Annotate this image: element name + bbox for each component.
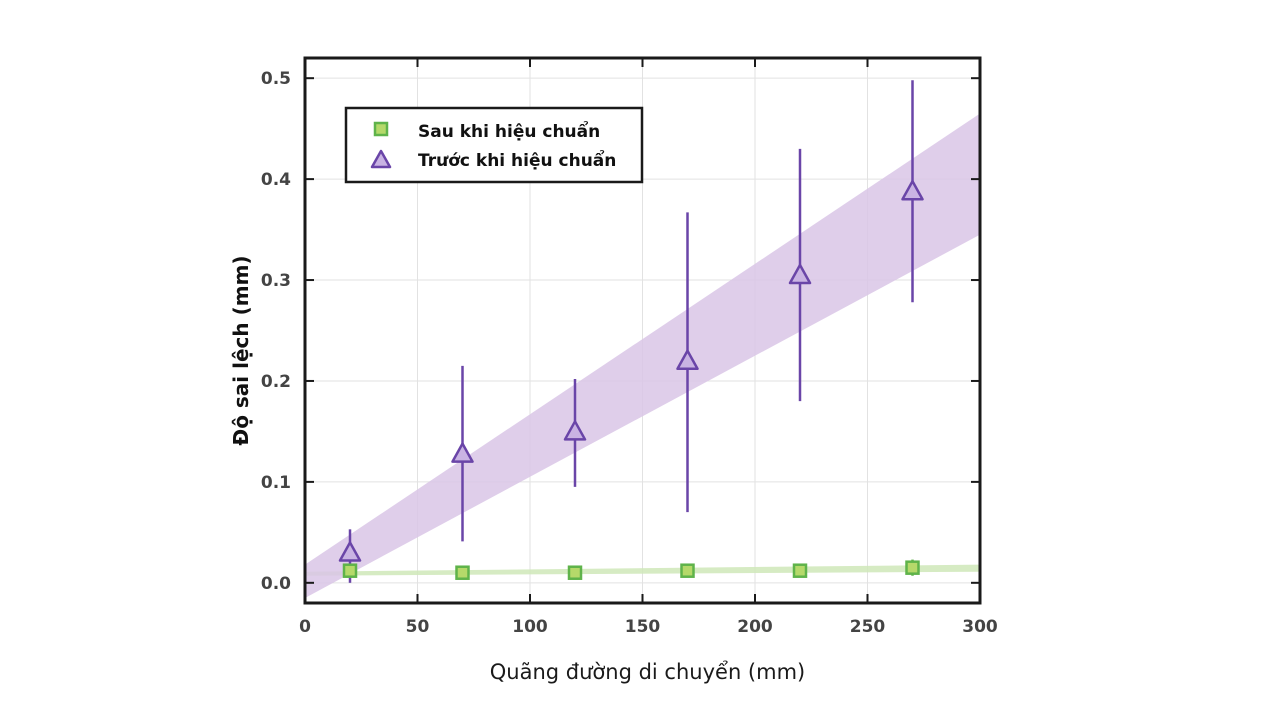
y-tick-label: 0.2	[261, 372, 291, 392]
data-point-square	[342, 563, 358, 578]
confidence-band	[305, 564, 980, 576]
data-point-triangle	[788, 263, 812, 285]
y-tick-label: 0.0	[261, 574, 291, 594]
data-point-square	[905, 560, 920, 575]
confidence-bands	[305, 113, 980, 598]
data-point-square	[567, 565, 583, 580]
x-axis-title: Quãng đường di chuyển (mm)	[490, 660, 805, 684]
y-tick-label: 0.4	[261, 170, 291, 190]
y-axis-title: Độ sai lệch (mm)	[229, 255, 253, 445]
x-tick-label: 300	[962, 617, 998, 637]
x-tick-label: 100	[512, 617, 548, 637]
legend: Sau khi hiệu chuẩn Trước khi hiệu chuẩn	[344, 106, 644, 184]
data-point-triangle	[563, 420, 587, 441]
data-markers	[338, 179, 924, 580]
legend-label: Trước khi hiệu chuẩn	[418, 149, 616, 171]
legend-box	[344, 106, 644, 184]
legend-marker-square	[373, 121, 389, 137]
x-tick-label: 250	[850, 617, 886, 637]
data-point-triangle	[901, 179, 924, 201]
x-tick-label: 150	[625, 617, 661, 637]
data-point-triangle	[451, 442, 474, 463]
x-tick-label: 50	[406, 617, 430, 637]
data-point-square	[455, 565, 470, 580]
axis-ticks: 0 50 100 150 200 250 300 0.0 0.1 0.2 0.3 0.4 0.5	[261, 58, 998, 637]
y-tick-label: 0.1	[261, 473, 291, 493]
data-point-square	[792, 563, 808, 578]
y-tick-label: 0.5	[261, 69, 291, 89]
data-point-square	[680, 563, 695, 578]
confidence-band	[305, 113, 980, 598]
data-point-triangle	[338, 541, 362, 562]
x-tick-label: 200	[737, 617, 773, 637]
y-tick-label: 0.3	[261, 271, 291, 291]
legend-label: Sau khi hiệu chuẩn	[418, 120, 600, 142]
x-tick-label: 0	[299, 617, 311, 637]
data-point-triangle	[676, 349, 699, 371]
legend-marker-triangle	[370, 149, 392, 169]
